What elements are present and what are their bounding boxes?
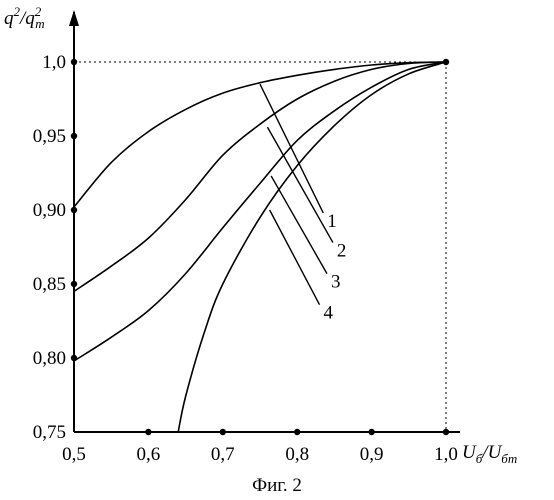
tick-labels: 0,75 0,80 0,85 0,90 0,95 1,0 0,5 0,6 0,7 0,8 0,9 1,… bbox=[33, 52, 458, 465]
curve-label-2: 2 bbox=[337, 241, 347, 262]
figure-caption: Фиг. 2 bbox=[252, 475, 302, 496]
y-tick-dot bbox=[71, 281, 77, 287]
y-axis-arrow bbox=[69, 10, 79, 26]
x-tick-label: 0,9 bbox=[360, 444, 384, 465]
x-tick-label: 0,6 bbox=[137, 444, 161, 465]
y-tick-dot bbox=[71, 207, 77, 213]
series-group bbox=[74, 62, 446, 432]
curve-label-4: 4 bbox=[324, 303, 334, 324]
y-tick-dot bbox=[71, 133, 77, 139]
x-tick-dot bbox=[145, 429, 151, 435]
y-tick-dot bbox=[71, 59, 77, 65]
x-tick-label: 0,8 bbox=[285, 444, 309, 465]
x-tick-dot bbox=[294, 429, 300, 435]
y-tick-label: 0,80 bbox=[33, 348, 66, 369]
y-tick-label: 0,90 bbox=[33, 200, 66, 221]
y-tick-label: 0,75 bbox=[33, 422, 66, 443]
reference-lines bbox=[74, 62, 446, 432]
leader-line-4 bbox=[270, 210, 320, 305]
leader-line-1 bbox=[260, 84, 323, 213]
x-tick-label: 1,0 bbox=[434, 444, 458, 465]
x-tick-dot bbox=[220, 429, 226, 435]
x-tick-dot bbox=[443, 429, 449, 435]
series-curve-3 bbox=[74, 62, 446, 361]
tick-marks bbox=[71, 59, 449, 435]
leader-line-3 bbox=[271, 176, 327, 274]
axes bbox=[69, 10, 460, 432]
leader-lines: 12 3 4 bbox=[260, 84, 346, 324]
curve-label-1: 1 bbox=[327, 211, 337, 232]
y-axis-title: q2/q2т bbox=[4, 4, 45, 31]
y-tick-label: 1,0 bbox=[42, 52, 66, 73]
x-tick-dot bbox=[368, 429, 374, 435]
series-curve-2 bbox=[74, 62, 446, 291]
y-tick-label: 0,95 bbox=[33, 126, 66, 147]
x-axis-title: Uб/Uбт bbox=[462, 442, 517, 466]
curve-label-3: 3 bbox=[331, 272, 341, 293]
x-tick-label: 0,7 bbox=[211, 444, 235, 465]
y-tick-label: 0,85 bbox=[33, 274, 66, 295]
x-tick-label: 0,5 bbox=[62, 444, 86, 465]
